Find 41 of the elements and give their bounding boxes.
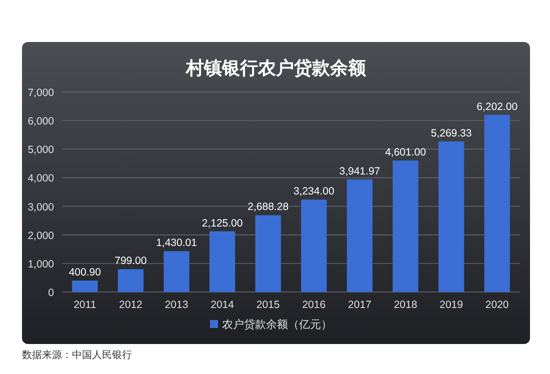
x-tick-label: 2019 [440, 299, 464, 311]
y-tick-label: 1,000 [28, 258, 54, 270]
y-tick-label: 4,000 [28, 172, 54, 185]
bar [484, 114, 510, 292]
bar [255, 215, 281, 292]
bar [72, 280, 98, 292]
text: 2,688.28 [248, 201, 289, 214]
text: 3,234.00 [293, 186, 334, 198]
y-tick-label: 6,000 [28, 116, 54, 128]
text: 3,941.97 [339, 165, 380, 178]
chart-title: 村镇银行农户贷款余额 [185, 58, 367, 78]
source-note: 数据来源：中国人民银行 [22, 349, 132, 361]
text: 6,202.00 [476, 100, 518, 113]
x-tick-label: 2018 [394, 299, 418, 311]
x-tick-label: 2020 [485, 299, 509, 311]
x-tick-label: 2012 [119, 299, 143, 311]
y-tick-label: 0 [48, 287, 54, 299]
text: 5,269.33 [430, 127, 472, 140]
x-tick-label: 2017 [348, 299, 372, 311]
bar [209, 231, 236, 292]
bar [301, 200, 327, 292]
bar [164, 251, 190, 292]
bar [438, 141, 464, 292]
x-tick-label: 2011 [74, 299, 96, 311]
y-tick-label: 5,000 [28, 144, 54, 156]
bar [392, 160, 418, 292]
y-tick-label: 3,000 [28, 201, 54, 214]
text: 4,601.00 [385, 146, 426, 159]
x-tick-label: 2014 [210, 299, 234, 311]
text: 799.00 [114, 255, 147, 268]
x-tick-label: 2016 [302, 299, 326, 311]
text: 2,125.00 [202, 217, 243, 230]
text: 1,430.01 [156, 237, 197, 250]
legend-label: 农户贷款余额（亿元） [222, 318, 332, 331]
text: 400.90 [68, 266, 101, 279]
x-tick-label: 2013 [164, 299, 188, 311]
bar [346, 179, 373, 292]
y-tick-label: 2,000 [28, 230, 54, 242]
x-tick-label: 2015 [256, 299, 280, 311]
bar [118, 269, 144, 292]
y-tick-label: 7,000 [28, 87, 54, 99]
